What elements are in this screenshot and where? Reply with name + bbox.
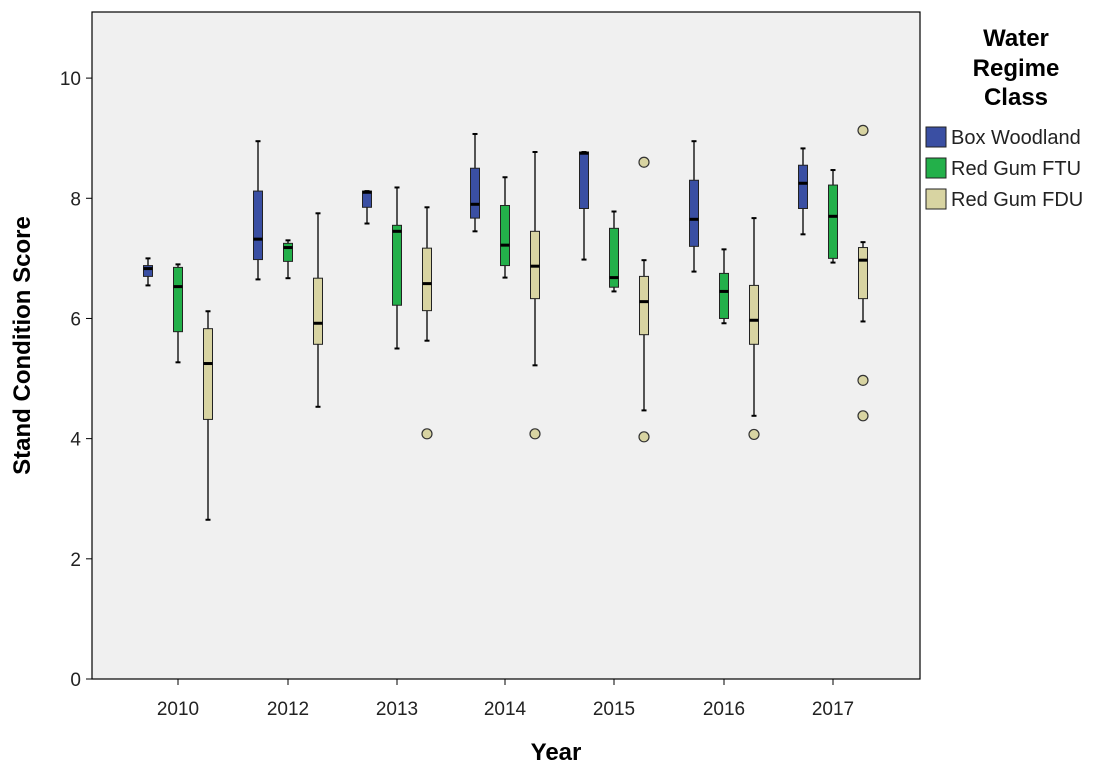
outlier-point	[421, 428, 433, 440]
x-tick-label: 2013	[376, 699, 418, 720]
box-series-group	[143, 124, 869, 521]
legend: Water Regime Class Box Woodland Red Gum F…	[925, 25, 1083, 211]
box-iqr	[313, 277, 323, 345]
box-red-gum-fdu-2015	[638, 156, 650, 443]
x-tick-label: 2010	[157, 699, 199, 720]
box-iqr	[798, 164, 808, 209]
legend-swatch	[925, 188, 947, 210]
box-iqr	[500, 204, 510, 267]
box-box-woodland-2010	[143, 257, 153, 287]
legend-swatch	[925, 157, 947, 179]
x-axis: 2010 2012 2013 2014 2015 2016 2017	[157, 679, 854, 720]
box-iqr	[392, 224, 402, 306]
box-red-gum-fdu-2017	[857, 124, 869, 422]
box-red-gum-fdu-2012	[313, 212, 323, 408]
legend-title-line-1: Water	[983, 25, 1049, 52]
outlier-point	[638, 431, 650, 443]
legend-title-line-2: Regime	[973, 55, 1060, 82]
x-tick-label: 2017	[812, 699, 854, 720]
legend-title-line-3: Class	[984, 84, 1048, 111]
legend-label: Box Woodland	[951, 127, 1081, 149]
box-iqr	[470, 167, 480, 219]
box-iqr	[283, 242, 293, 262]
y-tick-label: 0	[70, 670, 81, 691]
x-axis-title: Year	[531, 739, 582, 766]
box-iqr	[689, 179, 699, 247]
box-red-gum-fdu-2010	[203, 310, 213, 521]
y-axis-title: Stand Condition Score	[9, 216, 36, 475]
x-tick-label: 2015	[593, 699, 635, 720]
outlier-point	[638, 156, 650, 168]
outlier-point	[857, 410, 869, 422]
box-red-gum-ftu-2013	[392, 186, 402, 350]
box-iqr	[639, 275, 649, 336]
box-iqr	[422, 247, 432, 312]
box-iqr	[858, 247, 868, 300]
box-box-woodland-2014	[470, 132, 480, 233]
legend-label: Red Gum FTU	[951, 158, 1081, 180]
box-box-woodland-2012	[253, 140, 263, 281]
box-iqr	[749, 284, 759, 345]
outlier-point	[748, 428, 760, 441]
x-tick-label: 2016	[703, 699, 745, 720]
outlier-point	[857, 374, 869, 386]
box-iqr	[173, 266, 183, 333]
box-iqr	[609, 227, 619, 288]
box-iqr	[579, 151, 589, 209]
box-box-woodland-2015	[579, 151, 589, 261]
y-axis: 0 2 4 6 8 10	[60, 69, 92, 691]
box-red-gum-fdu-2014	[529, 151, 541, 440]
legend-swatch	[925, 126, 947, 148]
box-iqr	[203, 328, 213, 420]
box-red-gum-ftu-2017	[828, 169, 838, 264]
box-red-gum-fdu-2013	[421, 206, 433, 440]
plot-area	[92, 12, 920, 679]
x-tick-label: 2012	[267, 699, 309, 720]
outlier-point	[529, 428, 541, 440]
box-red-gum-ftu-2015	[609, 210, 619, 293]
box-box-woodland-2016	[689, 140, 699, 273]
y-tick-label: 6	[70, 309, 81, 330]
box-red-gum-ftu-2014	[500, 176, 510, 279]
box-red-gum-fdu-2016	[748, 217, 760, 441]
y-tick-label: 2	[70, 550, 81, 571]
box-red-gum-ftu-2016	[719, 248, 729, 325]
y-tick-label: 8	[70, 189, 81, 210]
box-box-woodland-2017	[798, 147, 808, 236]
box-box-woodland-2013	[362, 190, 372, 225]
box-red-gum-ftu-2012	[283, 239, 293, 280]
x-tick-label: 2014	[484, 699, 527, 720]
plot-frame	[91, 11, 921, 680]
box-iqr	[143, 265, 153, 277]
box-red-gum-ftu-2010	[173, 263, 183, 364]
outlier-point	[857, 124, 869, 136]
legend-label: Red Gum FDU	[951, 189, 1083, 211]
y-tick-label: 4	[70, 430, 81, 451]
y-tick-label: 10	[60, 69, 81, 90]
box-iqr	[828, 184, 838, 259]
box-iqr	[719, 272, 729, 319]
box-iqr	[253, 190, 263, 261]
